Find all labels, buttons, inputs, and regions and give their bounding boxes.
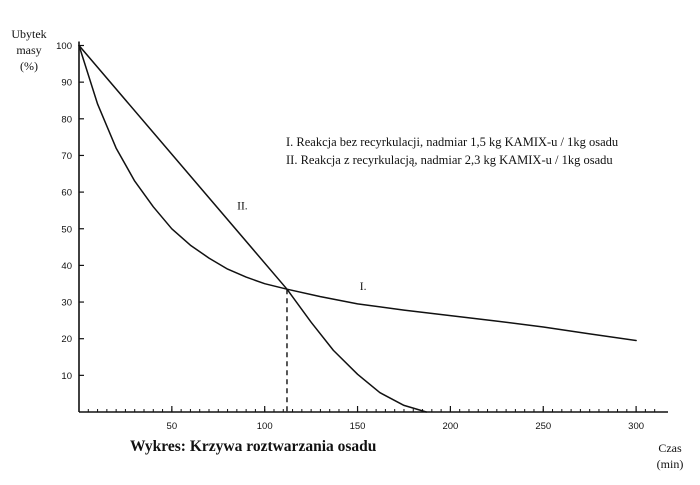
x-tick-label: 50 [167,421,178,432]
series-line-i [78,44,637,342]
x-axis-label-line1: Czas [658,441,682,455]
legend-entry-ii: II. Reakcja z recyrkulacją, nadmiar 2,3 … [286,153,613,167]
x-axis-label: Czas (min) [648,440,692,472]
y-tick-label: 30 [61,298,72,309]
x-tick-label: 100 [257,421,273,432]
y-tick-label: 60 [61,188,72,199]
chart-caption: Wykres: Krzywa roztwarzania osadu [130,438,377,455]
x-tick-label: 250 [535,421,551,432]
legend-entry-i: I. Reakcja bez recyrkulacji, nadmiar 1,5… [286,135,619,149]
y-tick-label: 50 [61,224,72,235]
y-tick-label: 10 [61,371,72,382]
y-tick-label: 80 [61,114,72,125]
legend: I. Reakcja bez recyrkulacji, nadmiar 1,5… [286,133,618,169]
y-tick-label: 40 [61,261,72,272]
y-axis-label-line3: (%) [20,59,38,73]
x-tick-label: 200 [442,421,458,432]
series-label-i: I. [360,281,367,293]
y-axis-label: Ubytek masy (%) [6,26,52,74]
series-label-ii: II. [237,200,248,212]
x-tick-label: 150 [350,421,366,432]
y-tick-label: 100 [56,41,72,52]
y-tick-label: 90 [61,78,72,89]
series-line-ii [78,44,428,413]
x-axis-label-line2: (min) [656,457,684,471]
x-tick-label: 300 [628,421,644,432]
y-axis-label-line2: masy [16,43,42,57]
y-tick-label: 70 [61,151,72,162]
y-axis-label-line1: Ubytek [11,27,47,41]
y-tick-label: 20 [61,334,72,345]
